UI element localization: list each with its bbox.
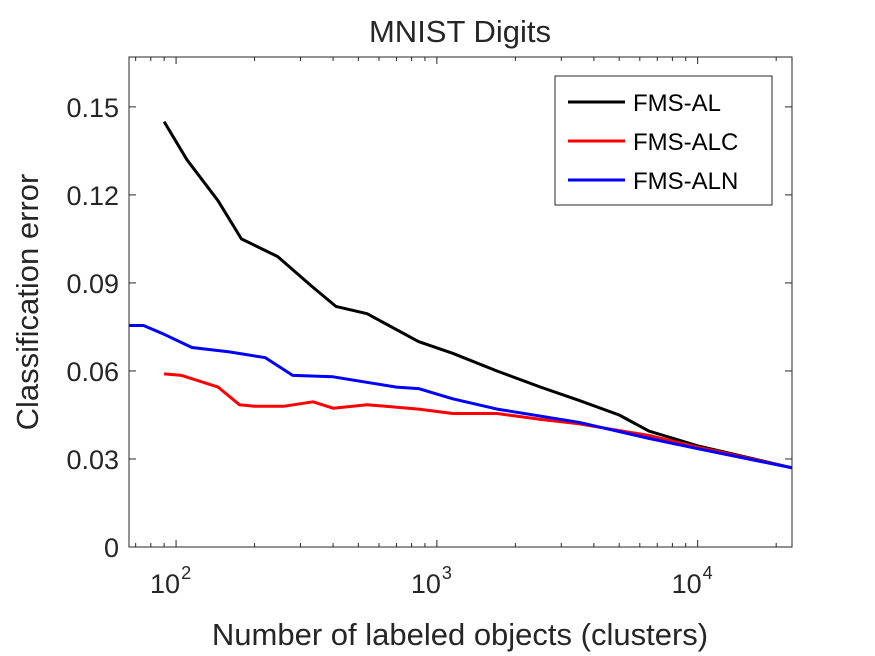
x-tick-label-exponent: 2	[181, 563, 191, 583]
legend-label: FMS-ALC	[633, 129, 738, 156]
y-axis-label: Classification error	[10, 174, 45, 431]
x-tick-label-exponent: 4	[703, 563, 713, 583]
legend-label: FMS-AL	[633, 90, 721, 117]
legend-label: FMS-ALN	[633, 168, 738, 195]
y-tick-label: 0.03	[66, 445, 119, 475]
y-tick-label: 0.09	[66, 269, 119, 299]
series-line-fms-al	[162, 120, 793, 470]
legend: FMS-AL FMS-ALC FMS-ALN	[554, 75, 773, 206]
chart-title: MNIST Digits	[369, 14, 551, 49]
series-layer	[129, 120, 793, 470]
x-axis-label: Number of labeled objects (clusters)	[212, 617, 708, 652]
y-tick-label: 0	[104, 533, 119, 563]
y-tick-label: 0.12	[66, 181, 119, 211]
x-tick-label-exponent: 3	[442, 563, 452, 583]
x-tick-label-base: 10	[150, 569, 180, 599]
x-tick-label-base: 10	[411, 569, 441, 599]
y-tick-label: 0.15	[66, 93, 119, 123]
series-line-fms-aln	[129, 324, 793, 470]
x-tick-label: 10 4	[672, 563, 713, 599]
y-tick-label: 0.06	[66, 357, 119, 387]
x-tick-label-base: 10	[672, 569, 702, 599]
x-tick-label: 10 2	[150, 563, 191, 599]
plot-box	[128, 56, 793, 548]
x-tick-label: 10 3	[411, 563, 452, 599]
